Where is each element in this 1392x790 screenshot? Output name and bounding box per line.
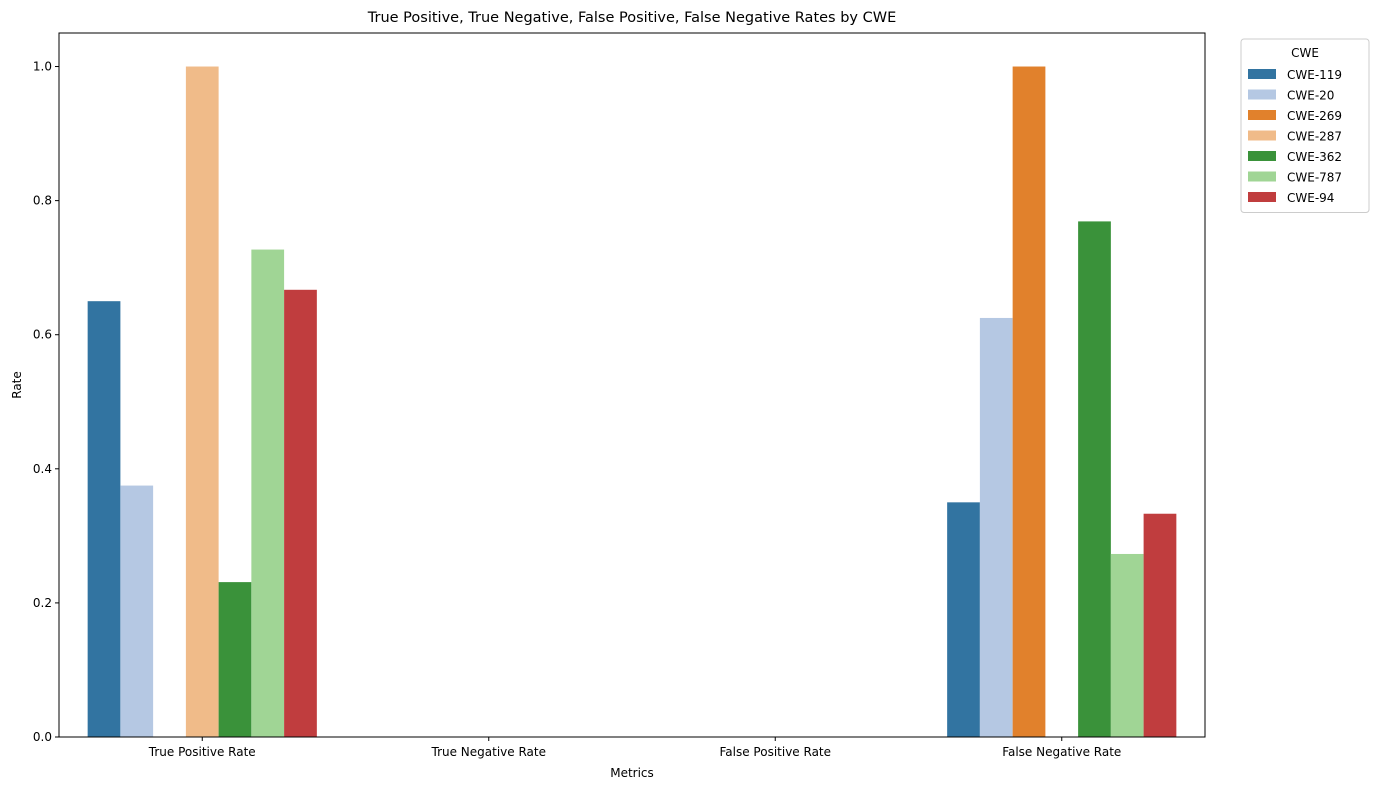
legend-label: CWE-287 <box>1287 130 1342 144</box>
legend-label: CWE-787 <box>1287 171 1342 185</box>
legend-label: CWE-94 <box>1287 191 1334 205</box>
legend-label: CWE-269 <box>1287 109 1342 123</box>
y-tick-label: 0.0 <box>33 730 52 744</box>
bar-cwe-269-3 <box>1012 66 1046 737</box>
bar-cwe-20-0 <box>120 485 154 737</box>
x-tick-label: True Negative Rate <box>431 745 547 759</box>
bar-cwe-287-0 <box>185 66 219 737</box>
legend-swatch <box>1248 192 1276 202</box>
legend-swatch <box>1248 130 1276 141</box>
plot-frame <box>58 32 1206 738</box>
legend-swatch <box>1248 171 1276 182</box>
legend-box <box>1240 38 1370 213</box>
x-tick-label: False Positive Rate <box>719 745 831 759</box>
y-tick-label: 0.4 <box>33 462 52 476</box>
x-tick-label: False Negative Rate <box>1002 745 1121 759</box>
bar-cwe-362-3 <box>1078 221 1111 737</box>
bar-cwe-787-3 <box>1110 553 1144 737</box>
y-tick-label: 0.8 <box>33 194 52 208</box>
legend-swatch <box>1248 69 1276 79</box>
bar-cwe-787-0 <box>251 249 285 737</box>
legend-swatch <box>1248 110 1276 120</box>
bar-cwe-119-3 <box>947 502 980 737</box>
bar-cwe-20-3 <box>979 317 1013 737</box>
legend-swatch <box>1248 89 1276 100</box>
y-tick-label: 0.2 <box>33 596 52 610</box>
bar-cwe-94-3 <box>1143 513 1177 737</box>
y-axis: 0.0 0.2 0.4 0.6 0.8 1.0 <box>33 60 59 744</box>
chart-title: True Positive, True Negative, False Posi… <box>367 10 896 26</box>
bar-cwe-94-0 <box>284 289 317 737</box>
bar-cwe-362-0 <box>218 582 252 737</box>
legend-label: CWE-20 <box>1287 89 1334 103</box>
bars <box>87 66 1177 737</box>
y-tick-label: 1.0 <box>33 60 52 74</box>
legend-swatch <box>1248 151 1276 161</box>
x-tick-label: True Positive Rate <box>148 745 256 759</box>
legend-label: CWE-119 <box>1287 68 1342 82</box>
bar-cwe-119-0 <box>87 301 121 737</box>
legend-title: CWE <box>1291 46 1319 60</box>
y-tick-label: 0.6 <box>33 328 52 342</box>
x-axis-title: Metrics <box>610 766 654 780</box>
x-axis: True Positive Rate True Negative Rate Fals… <box>148 737 1121 759</box>
legend-label: CWE-362 <box>1287 150 1342 164</box>
legend: CWE CWE-119 CWE-20 CWE-269 CWE-287 CWE-362 CWE… <box>1240 38 1370 213</box>
y-axis-title: Rate <box>10 371 24 399</box>
